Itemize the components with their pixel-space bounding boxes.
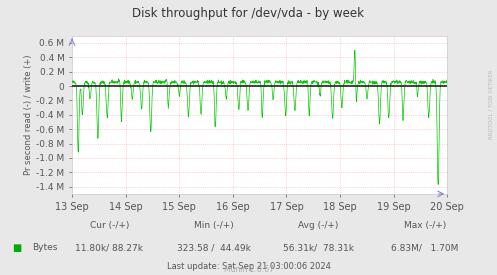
Text: 323.58 /  44.49k: 323.58 / 44.49k bbox=[177, 243, 250, 252]
Text: Min (-/+): Min (-/+) bbox=[194, 221, 234, 230]
Text: Last update: Sat Sep 21 03:00:06 2024: Last update: Sat Sep 21 03:00:06 2024 bbox=[166, 262, 331, 271]
Text: ■: ■ bbox=[12, 243, 22, 253]
Text: 56.31k/  78.31k: 56.31k/ 78.31k bbox=[283, 243, 353, 252]
Y-axis label: Pr second read (-) / write (+): Pr second read (-) / write (+) bbox=[24, 54, 33, 175]
Text: Cur (-/+): Cur (-/+) bbox=[89, 221, 129, 230]
Text: Disk throughput for /dev/vda - by week: Disk throughput for /dev/vda - by week bbox=[133, 7, 364, 20]
Text: Max (-/+): Max (-/+) bbox=[404, 221, 446, 230]
Text: RRDTOOL / TOBI OETIKER: RRDTOOL / TOBI OETIKER bbox=[489, 70, 494, 139]
Text: 6.83M/   1.70M: 6.83M/ 1.70M bbox=[391, 243, 459, 252]
Text: Munin 2.0.67: Munin 2.0.67 bbox=[224, 265, 273, 274]
Text: Bytes: Bytes bbox=[32, 243, 58, 252]
Text: 11.80k/ 88.27k: 11.80k/ 88.27k bbox=[76, 243, 143, 252]
Text: Avg (-/+): Avg (-/+) bbox=[298, 221, 338, 230]
